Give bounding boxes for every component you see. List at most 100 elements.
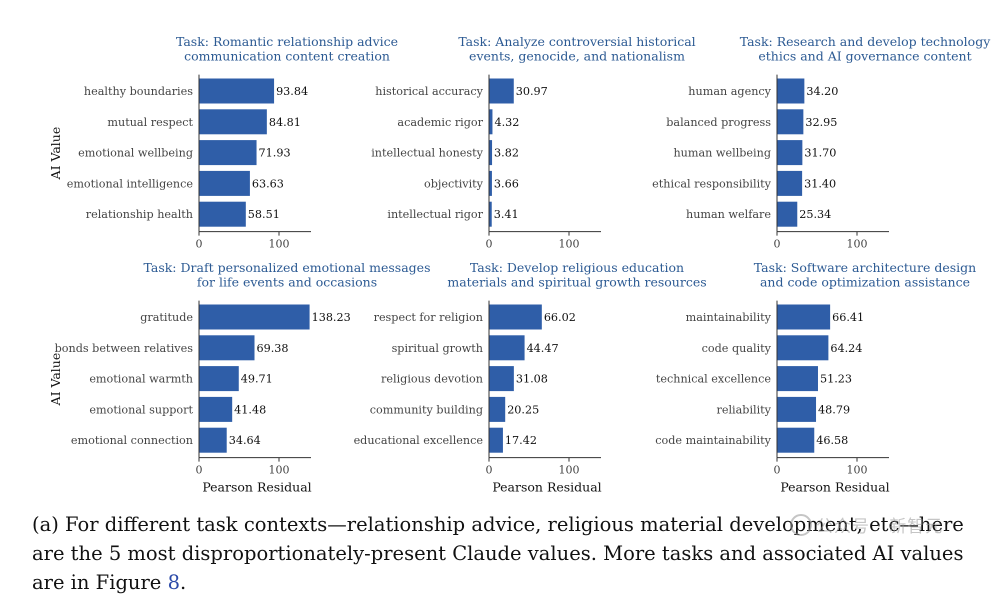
bar	[777, 201, 798, 227]
bar	[777, 140, 803, 166]
category-label: code quality	[702, 342, 772, 355]
x-tick-label: 0	[486, 238, 493, 251]
x-tick-label: 100	[269, 464, 290, 477]
chart-title-line: Task: Develop religious education	[470, 260, 684, 275]
x-axis-label: Pearson Residual	[202, 480, 311, 495]
x-tick-label: 0	[774, 238, 781, 251]
category-label: emotional support	[89, 403, 193, 416]
bar	[777, 170, 803, 196]
y-axis-label: AI Value	[48, 353, 63, 407]
x-tick-label: 100	[559, 464, 580, 477]
category-label: intellectual honesty	[371, 147, 483, 160]
x-axis-label: Pearson Residual	[780, 480, 889, 495]
category-label: human wellbeing	[673, 147, 771, 160]
bar	[777, 109, 804, 135]
value-label: 3.82	[494, 147, 519, 160]
bar	[199, 427, 227, 453]
bar	[489, 109, 493, 135]
chart-title-line: Task: Analyze controversial historical	[458, 34, 695, 49]
value-label: 25.34	[799, 208, 831, 221]
bar	[489, 366, 514, 392]
chart-panel-4: Task: Draft personalized emotional messa…	[48, 260, 430, 495]
bar	[489, 170, 492, 196]
category-label: balanced progress	[666, 116, 771, 129]
chart-panel-3: Task: Research and develop technologyeth…	[652, 34, 991, 251]
wechat-icon	[790, 514, 812, 536]
chart-title-line: Task: Draft personalized emotional messa…	[144, 260, 431, 275]
chart-title-line: Task: Romantic relationship advice	[176, 34, 398, 49]
bar	[489, 201, 492, 227]
value-label: 32.95	[805, 116, 837, 129]
chart-title-line: events, genocide, and nationalism	[469, 49, 685, 64]
value-label: 69.38	[257, 342, 289, 355]
value-label: 4.32	[494, 116, 519, 129]
caption-end: .	[179, 571, 187, 594]
category-label: intellectual rigor	[387, 208, 483, 221]
value-label: 41.48	[234, 403, 266, 416]
category-label: human agency	[688, 85, 771, 98]
value-label: 49.71	[241, 373, 273, 386]
category-label: mutual respect	[107, 116, 193, 129]
bar	[489, 78, 514, 104]
value-label: 34.64	[229, 434, 261, 447]
chart-title-line: ethics and AI governance content	[758, 49, 971, 64]
category-label: gratitude	[140, 311, 193, 324]
value-label: 30.97	[516, 85, 548, 98]
bar	[489, 140, 493, 166]
x-tick-label: 100	[847, 464, 868, 477]
x-tick-label: 0	[774, 464, 781, 477]
value-label: 34.20	[806, 85, 838, 98]
category-label: educational excellence	[354, 434, 484, 447]
figure-8-link[interactable]: 8	[167, 571, 180, 594]
value-label: 58.51	[248, 208, 280, 221]
value-label: 31.70	[804, 147, 836, 160]
value-label: 31.08	[516, 373, 548, 386]
category-label: spiritual growth	[392, 342, 483, 355]
bar	[777, 78, 805, 104]
bar	[199, 78, 275, 104]
category-label: bonds between relatives	[55, 342, 194, 355]
watermark: 公众号 · 新智元	[790, 512, 943, 537]
x-tick-label: 100	[847, 238, 868, 251]
chart-title-line: Task: Software architecture design	[754, 260, 976, 275]
bar	[199, 335, 255, 361]
chart-panel-5: Task: Develop religious educationmateria…	[354, 260, 707, 495]
chart-title-line: communication content creation	[184, 49, 390, 64]
value-label: 93.84	[276, 85, 308, 98]
value-label: 84.81	[269, 116, 301, 129]
category-label: ethical responsibility	[652, 177, 771, 190]
bar	[777, 366, 818, 392]
value-label: 66.41	[832, 311, 864, 324]
bar	[489, 304, 542, 330]
x-tick-label: 100	[269, 238, 290, 251]
category-label: reliability	[716, 403, 771, 416]
category-label: historical accuracy	[375, 85, 483, 98]
watermark-text: 公众号 · 新智元	[816, 517, 944, 537]
x-tick-label: 0	[196, 464, 203, 477]
value-label: 71.93	[259, 147, 291, 160]
y-axis-label: AI Value	[48, 127, 63, 181]
chart-panel-1: Task: Romantic relationship advicecommun…	[48, 34, 398, 251]
category-label: emotional wellbeing	[78, 147, 193, 160]
category-label: emotional warmth	[89, 373, 193, 386]
value-label: 31.40	[804, 177, 836, 190]
x-tick-label: 0	[486, 464, 493, 477]
bar	[199, 396, 233, 422]
bar	[199, 109, 267, 135]
bar	[777, 396, 817, 422]
category-label: relationship health	[86, 208, 193, 221]
category-label: maintainability	[686, 311, 772, 324]
value-label: 3.41	[494, 208, 519, 221]
bar	[777, 335, 829, 361]
x-tick-label: 0	[196, 238, 203, 251]
category-label: emotional intelligence	[67, 177, 194, 190]
value-label: 66.02	[544, 311, 576, 324]
chart-panel-2: Task: Analyze controversial historicalev…	[371, 34, 695, 251]
bar	[489, 335, 525, 361]
category-label: objectivity	[424, 177, 484, 190]
category-label: technical excellence	[656, 373, 772, 386]
value-label: 20.25	[507, 403, 539, 416]
value-label: 63.63	[252, 177, 284, 190]
category-label: healthy boundaries	[84, 85, 193, 98]
